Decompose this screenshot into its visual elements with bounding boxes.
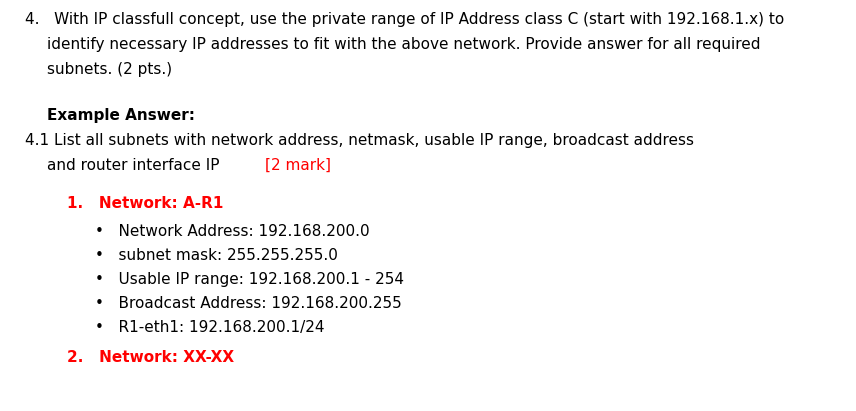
Text: •   Usable IP range: 192.168.200.1 - 254: • Usable IP range: 192.168.200.1 - 254 (95, 272, 404, 287)
Text: •   Broadcast Address: 192.168.200.255: • Broadcast Address: 192.168.200.255 (95, 296, 401, 311)
Text: [2 mark]: [2 mark] (265, 158, 331, 173)
Text: 2.   Network: XX-XX: 2. Network: XX-XX (67, 350, 235, 365)
Text: •   subnet mask: 255.255.255.0: • subnet mask: 255.255.255.0 (95, 248, 338, 263)
Text: 4.1 List all subnets with network address, netmask, usable IP range, broadcast a: 4.1 List all subnets with network addres… (25, 133, 694, 148)
Text: Example Answer:: Example Answer: (47, 108, 195, 123)
Text: •   Network Address: 192.168.200.0: • Network Address: 192.168.200.0 (95, 224, 370, 239)
Text: •   R1-eth1: 192.168.200.1/24: • R1-eth1: 192.168.200.1/24 (95, 320, 324, 335)
Text: identify necessary IP addresses to fit with the above network. Provide answer fo: identify necessary IP addresses to fit w… (47, 37, 760, 52)
Text: 1.   Network: A-R1: 1. Network: A-R1 (67, 196, 223, 211)
Text: subnets. (2 pts.): subnets. (2 pts.) (47, 62, 172, 77)
Text: 4.   With IP classfull concept, use the private range of IP Address class C (sta: 4. With IP classfull concept, use the pr… (25, 12, 784, 27)
Text: and router interface IP: and router interface IP (47, 158, 219, 173)
